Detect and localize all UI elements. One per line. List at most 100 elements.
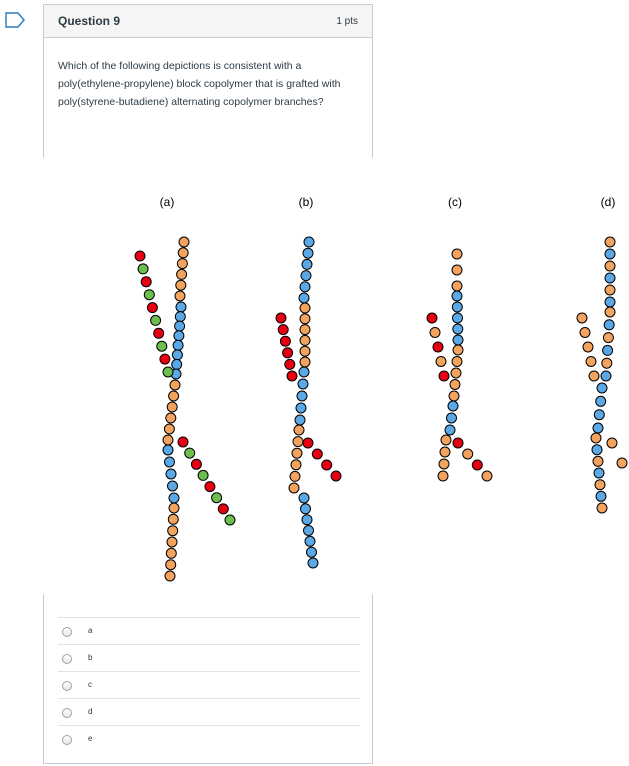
answer-label: c [88, 680, 92, 689]
bead-a-backbone [178, 236, 190, 248]
bead-d-backbone [595, 490, 607, 502]
bead-d-backbone [604, 284, 616, 296]
bead-a-backbone [175, 279, 187, 291]
bead-b-backbone [302, 247, 314, 259]
bead-c-backbone [452, 334, 464, 346]
bead-a-backbone [176, 258, 188, 270]
bead-b-backbone [299, 356, 311, 368]
radio-button[interactable] [62, 627, 72, 637]
bead-a-branch [137, 263, 149, 275]
bead-b-backbone [304, 535, 316, 547]
bead-d-backbone [593, 409, 605, 421]
answer-label: d [88, 707, 93, 716]
bead-c-backbone [449, 379, 461, 390]
answer-option[interactable]: e [58, 725, 360, 752]
bead-a-branch [159, 353, 171, 365]
bead-c-backbone [451, 248, 463, 260]
bead-c-backbone [446, 412, 457, 424]
bead-b-backbone [301, 514, 313, 526]
bead-d-backbone [594, 479, 606, 491]
bead-c-branch [462, 448, 474, 460]
figure-background [0, 158, 629, 594]
bead-a-backbone [166, 536, 178, 548]
bead-b-backbone [294, 414, 306, 426]
bead-d-branch [616, 457, 628, 469]
bead-c-branch [432, 341, 444, 353]
bead-a-backbone [167, 480, 178, 492]
bead-a-backbone [166, 401, 178, 413]
bead-a-branch [184, 447, 196, 459]
bead-b-branch [302, 437, 314, 449]
bead-c-backbone [452, 344, 464, 356]
bead-a-backbone [167, 525, 179, 537]
bead-d-backbone [604, 306, 616, 318]
answer-option[interactable]: b [58, 644, 360, 671]
bead-c-backbone [451, 280, 463, 292]
radio-button[interactable] [62, 681, 72, 691]
bead-c-backbone [438, 458, 450, 470]
radio-button[interactable] [62, 735, 72, 745]
bead-a-backbone [171, 358, 183, 370]
answer-option[interactable]: a [58, 617, 360, 644]
question-points: 1 pts [336, 16, 358, 27]
bead-b-backbone [299, 313, 311, 325]
bead-d-branch [582, 341, 594, 353]
bead-b-backbone [298, 366, 310, 378]
bead-d-backbone [602, 344, 614, 356]
bead-b-backbone [288, 482, 300, 494]
answer-label: a [88, 626, 93, 635]
figure-label-b: (b) [299, 195, 314, 209]
bead-c-backbone [452, 323, 464, 335]
bead-a-backbone [165, 468, 177, 480]
bead-d-backbone [592, 455, 604, 467]
bead-a-branch [162, 366, 174, 378]
bead-a-backbone [177, 247, 189, 259]
bead-b-backbone [290, 459, 302, 471]
answer-label: e [88, 734, 93, 743]
bead-a-branch [190, 458, 202, 470]
bead-a-branch [224, 514, 236, 526]
figure-label-c: (c) [448, 195, 462, 209]
bead-b-branch [275, 312, 287, 324]
bead-b-branch [277, 324, 289, 336]
bead-d-backbone [596, 502, 608, 514]
bead-a-backbone [165, 412, 177, 424]
bead-d-backbone [595, 395, 607, 407]
bead-a-backbone [163, 423, 175, 435]
bead-a-backbone [165, 559, 177, 571]
bead-b-backbone [299, 324, 311, 336]
bead-a-backbone [168, 492, 180, 504]
bookmark-flag-icon[interactable] [4, 12, 26, 28]
bead-b-backbone [293, 424, 305, 436]
bead-d-backbone [603, 319, 615, 331]
bead-c-branch [429, 327, 441, 338]
bead-c-backbone [450, 367, 462, 379]
bead-b-backbone [301, 258, 313, 270]
radio-button[interactable] [62, 708, 72, 718]
figure-label-d: (d) [601, 195, 616, 209]
bead-c-backbone [448, 390, 460, 402]
bead-b-branch [330, 470, 342, 482]
answer-option[interactable]: c [58, 671, 360, 698]
bead-d-backbone [602, 332, 614, 344]
bead-c-branch [452, 437, 464, 449]
answer-option[interactable]: d [58, 698, 360, 725]
bead-c-backbone [444, 424, 456, 436]
bead-c-backbone [451, 301, 463, 313]
bead-a-branch [156, 340, 168, 352]
bead-d-branch [585, 356, 597, 367]
bead-d-backbone [593, 467, 605, 479]
bead-b-backbone [300, 270, 312, 282]
radio-button[interactable] [62, 654, 72, 664]
copolymer-depictions-figure: (a) (b) (c) (d) [0, 158, 629, 594]
bead-a-branch [211, 492, 223, 504]
bead-a-backbone [162, 434, 174, 446]
bead-a-backbone [167, 513, 179, 525]
question-header: Question 9 1 pts [44, 5, 372, 38]
bead-d-branch [579, 327, 591, 338]
bead-c-backbone [437, 470, 449, 482]
bead-a-branch [153, 327, 165, 339]
figure-label-a: (a) [160, 195, 175, 209]
bead-c-branch [426, 312, 438, 324]
bead-b-backbone [298, 292, 310, 304]
